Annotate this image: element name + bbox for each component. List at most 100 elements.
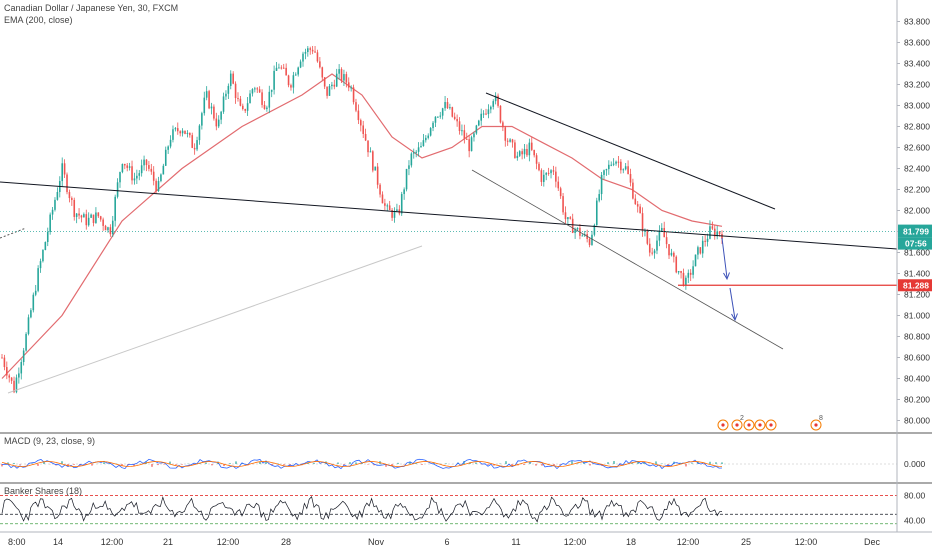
candle-body	[521, 151, 523, 154]
arrow-shaft	[722, 238, 727, 278]
candle-body	[244, 109, 246, 111]
candle	[391, 208, 393, 221]
event-icon[interactable]	[718, 420, 728, 430]
candle-body	[334, 85, 336, 87]
candle-body	[555, 172, 557, 182]
price-axis[interactable]: 83.80083.60083.40083.20083.00082.80082.6…	[897, 17, 932, 426]
macd-pane[interactable]: 0.000	[0, 459, 926, 469]
candle	[216, 113, 218, 130]
candle-body	[420, 146, 422, 147]
candle	[495, 92, 497, 104]
candle	[148, 161, 150, 171]
macd-legend[interactable]: MACD (9, 23, close, 9)	[4, 436, 95, 446]
candle-body	[163, 166, 165, 175]
support-price-tag[interactable]: 81.288	[898, 279, 932, 291]
candle-body	[654, 251, 656, 254]
event-icon[interactable]	[755, 420, 765, 430]
candle	[196, 137, 198, 151]
candle	[589, 237, 591, 247]
down-arrow-1[interactable]	[722, 238, 730, 279]
candle-body	[649, 244, 651, 253]
candle-body	[668, 244, 670, 255]
candle-body	[370, 151, 372, 152]
macd-histogram-bar	[721, 462, 722, 464]
banker-legend[interactable]: Banker Shares (18)	[4, 486, 82, 496]
candle-body	[203, 98, 205, 114]
candle	[432, 121, 434, 131]
candle-body	[136, 176, 138, 179]
candle	[444, 96, 446, 111]
candle	[420, 142, 422, 147]
event-icon[interactable]	[744, 420, 754, 430]
candle-body	[427, 136, 429, 138]
ascending-guide-line[interactable]	[8, 246, 422, 393]
candle	[244, 109, 246, 113]
long-trendline[interactable]	[0, 182, 897, 249]
candle	[232, 71, 234, 84]
candle-body	[517, 156, 519, 158]
candle-body	[596, 201, 598, 225]
candle-body	[675, 257, 677, 273]
candle	[555, 167, 557, 188]
candle-body	[98, 212, 100, 216]
candle	[594, 224, 596, 237]
candle	[191, 133, 193, 148]
candle	[548, 168, 550, 176]
candle-body	[639, 207, 641, 214]
candle-body	[228, 86, 230, 94]
candle	[252, 88, 254, 96]
candle-body	[685, 278, 687, 286]
candle	[541, 168, 543, 186]
candle-body	[557, 182, 559, 189]
symbol-legend[interactable]: Canadian Dollar / Japanese Yen, 30, FXCM	[4, 3, 178, 13]
candle-body	[336, 74, 338, 87]
macd-histogram-bar	[505, 461, 506, 464]
macd-histogram-bar	[523, 464, 524, 465]
candle-body	[610, 165, 612, 166]
candle-body	[350, 87, 352, 88]
candle	[73, 198, 75, 221]
candle-body	[216, 119, 218, 127]
current-price-tag[interactable]: 81.799	[898, 225, 932, 238]
down-arrow-2[interactable]	[730, 288, 738, 320]
candle-body	[338, 69, 340, 74]
candle	[601, 172, 603, 200]
candle	[33, 292, 35, 312]
candle-body	[519, 151, 521, 156]
candle	[370, 147, 372, 152]
candle-body	[28, 317, 30, 334]
time-tick-label: 8:00	[8, 537, 26, 547]
candle	[305, 49, 307, 60]
candle	[478, 120, 480, 126]
candle	[93, 214, 95, 226]
candle	[4, 355, 6, 370]
ema-legend[interactable]: EMA (200, close)	[4, 15, 73, 25]
candle	[66, 172, 68, 194]
candle-body	[175, 128, 177, 129]
candle-body	[100, 216, 102, 219]
candle	[326, 87, 328, 99]
candle	[28, 315, 30, 336]
channel-lower-line[interactable]	[472, 170, 783, 349]
candle-body	[261, 92, 263, 105]
dotted-guide-line[interactable]	[0, 228, 26, 238]
candle-body	[439, 116, 441, 117]
candle-body	[179, 131, 181, 133]
candle-body	[252, 89, 254, 93]
candle-body	[300, 62, 302, 68]
candle	[372, 150, 374, 172]
drawings-layer[interactable]	[0, 93, 897, 393]
candle-body	[107, 227, 109, 230]
event-icon[interactable]	[766, 420, 776, 430]
candle	[647, 229, 649, 245]
candle	[268, 86, 270, 113]
macd-histogram-bar	[571, 461, 572, 464]
macd-histogram-bar	[355, 462, 356, 464]
candle-body	[490, 107, 492, 110]
